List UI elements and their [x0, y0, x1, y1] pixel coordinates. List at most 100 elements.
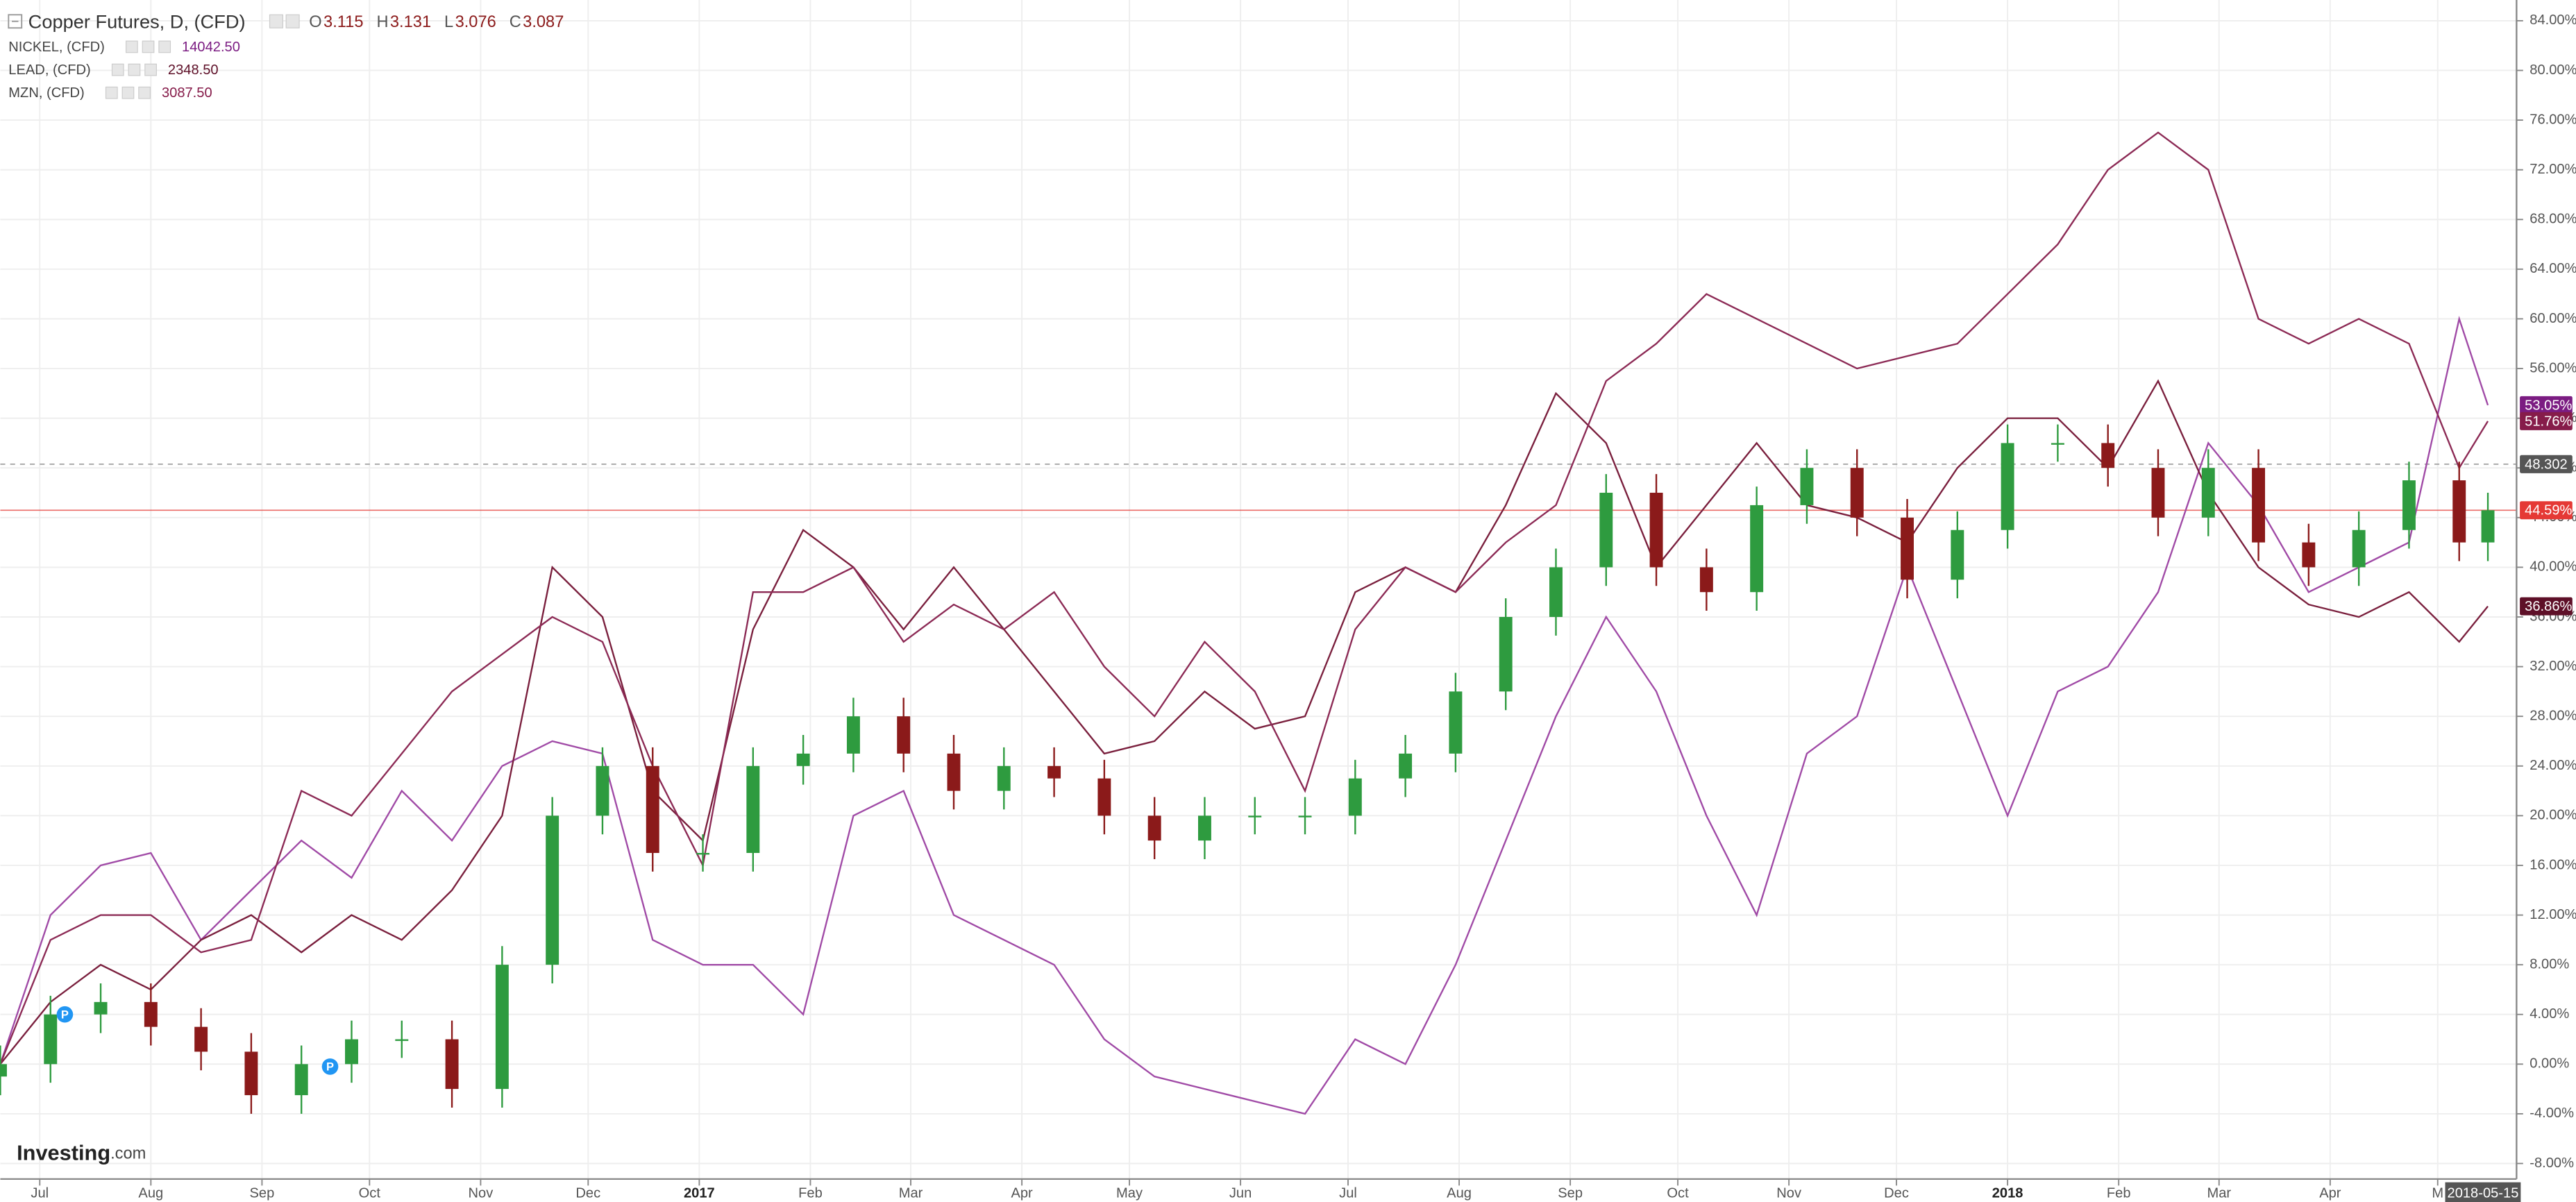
candle-body [1147, 815, 1161, 841]
price-badge-label: 53.05% [2525, 398, 2572, 413]
ohlc-prefix: O [309, 13, 321, 31]
x-tick-label: Sep [250, 1185, 275, 1201]
candle-body [2001, 443, 2014, 530]
candle-body [1850, 468, 1864, 518]
ohlc-header: O 3.115 H 3.131 L 3.076 C 3.087 [309, 13, 564, 31]
y-tick-label: 40.00% [2529, 559, 2576, 575]
price-badge [2520, 412, 2573, 430]
candle-body [445, 1039, 459, 1090]
legend-icon[interactable] [111, 63, 124, 76]
ohlc-value: 3.115 [323, 13, 363, 31]
legend-icon[interactable] [105, 86, 118, 99]
x-tick-label: May [1116, 1185, 1143, 1201]
candle-body [2252, 468, 2266, 543]
legend-icon[interactable] [158, 40, 171, 53]
candle-body [796, 753, 810, 766]
legend-price: 14042.50 [182, 40, 240, 55]
x-tick-label: Feb [2107, 1185, 2131, 1201]
legend-icon[interactable] [121, 86, 135, 99]
candle-body [546, 815, 559, 965]
date-badge [2445, 1182, 2521, 1202]
logo-main: Investing [17, 1141, 110, 1165]
candle-body [2402, 480, 2416, 530]
date-badge-label: 2018-05-15 [2448, 1185, 2519, 1201]
x-tick-label: Nov [469, 1185, 494, 1201]
y-tick-label: 60.00% [2529, 311, 2576, 326]
candle-body [1399, 753, 1413, 779]
legend: Copper Futures, D, (CFD) O 3.115 H 3.131 L 3.… [8, 10, 564, 101]
x-tick-label: Apr [1011, 1185, 1033, 1201]
candle-body [947, 753, 961, 791]
candle-body [1549, 567, 1563, 617]
y-tick-label: 0.00% [2529, 1056, 2569, 1072]
y-tick-label: 32.00% [2529, 659, 2576, 674]
collapse-icon[interactable] [8, 14, 23, 29]
ohlc-value: 3.131 [390, 13, 431, 31]
candle-body [897, 716, 911, 754]
series-line [0, 379, 2489, 1065]
candle-body [746, 765, 760, 854]
legend-icon[interactable] [142, 40, 155, 53]
x-tick-label: Dec [575, 1185, 600, 1201]
candle-body [1097, 778, 1111, 816]
legend-icon[interactable] [128, 63, 141, 76]
y-tick-label: 28.00% [2529, 708, 2576, 723]
candle-body [345, 1039, 358, 1065]
legend-price: 2348.50 [168, 62, 219, 78]
legend-icon[interactable] [126, 40, 138, 53]
candle-body [1248, 815, 1262, 818]
candle-body [696, 853, 710, 855]
x-tick-label: M [2432, 1185, 2443, 1201]
x-tick-label: Nov [1776, 1185, 1801, 1201]
legend-icon[interactable] [144, 63, 157, 76]
annotation-label: P [326, 1060, 334, 1073]
candle-body [2452, 480, 2466, 543]
x-tick-label: 2018 [1992, 1185, 2023, 1201]
candle-body [997, 765, 1011, 791]
y-tick-label: -4.00% [2529, 1106, 2574, 1121]
candle-body [2352, 530, 2366, 568]
candle-body [495, 965, 509, 1090]
price-badge-label: 51.76% [2525, 414, 2572, 429]
candle-body [846, 716, 860, 754]
legend-icon[interactable] [269, 14, 284, 28]
x-tick-label: Aug [138, 1185, 163, 1201]
candle-body [1750, 505, 1764, 593]
logo-text: Investing.com [17, 1141, 146, 1165]
candle-body [1348, 778, 1362, 816]
x-tick-label: Sep [1558, 1185, 1583, 1201]
x-tick-label: Jul [1339, 1185, 1357, 1201]
x-tick-label: Dec [1884, 1185, 1909, 1201]
legend-name: MZN, (CFD) [8, 85, 84, 101]
annotation-marker[interactable] [321, 1058, 339, 1075]
x-tick-label: Aug [1447, 1185, 1472, 1201]
candle-body [2051, 443, 2064, 445]
candle-body [1499, 616, 1513, 692]
legend-name: LEAD, (CFD) [8, 62, 90, 78]
price-badge-label: 44.59% [2525, 503, 2572, 518]
candle-body [2101, 443, 2115, 468]
y-tick-label: 80.00% [2529, 62, 2576, 78]
price-badge [2520, 597, 2573, 616]
y-tick-label: 84.00% [2529, 12, 2576, 28]
x-tick-label: Mar [899, 1185, 923, 1201]
x-tick-label: Apr [2319, 1185, 2341, 1201]
ohlc-prefix: H [376, 13, 388, 31]
candle-body [1649, 493, 1663, 568]
candle-body [194, 1026, 208, 1052]
legend-icon[interactable] [138, 86, 151, 99]
candle-body [2151, 468, 2165, 518]
ohlc-value: 3.076 [455, 13, 496, 31]
candle-body [1699, 567, 1713, 593]
candle-body [1449, 691, 1463, 754]
y-tick-label: 72.00% [2529, 162, 2576, 177]
candle-body [244, 1051, 258, 1096]
ohlc-prefix: C [510, 13, 521, 31]
annotation-marker[interactable] [56, 1006, 74, 1023]
x-tick-label: Feb [798, 1185, 823, 1201]
x-tick-label: Oct [1667, 1185, 1689, 1201]
y-tick-label: 4.00% [2529, 1006, 2569, 1022]
legend-icon[interactable] [285, 14, 300, 28]
